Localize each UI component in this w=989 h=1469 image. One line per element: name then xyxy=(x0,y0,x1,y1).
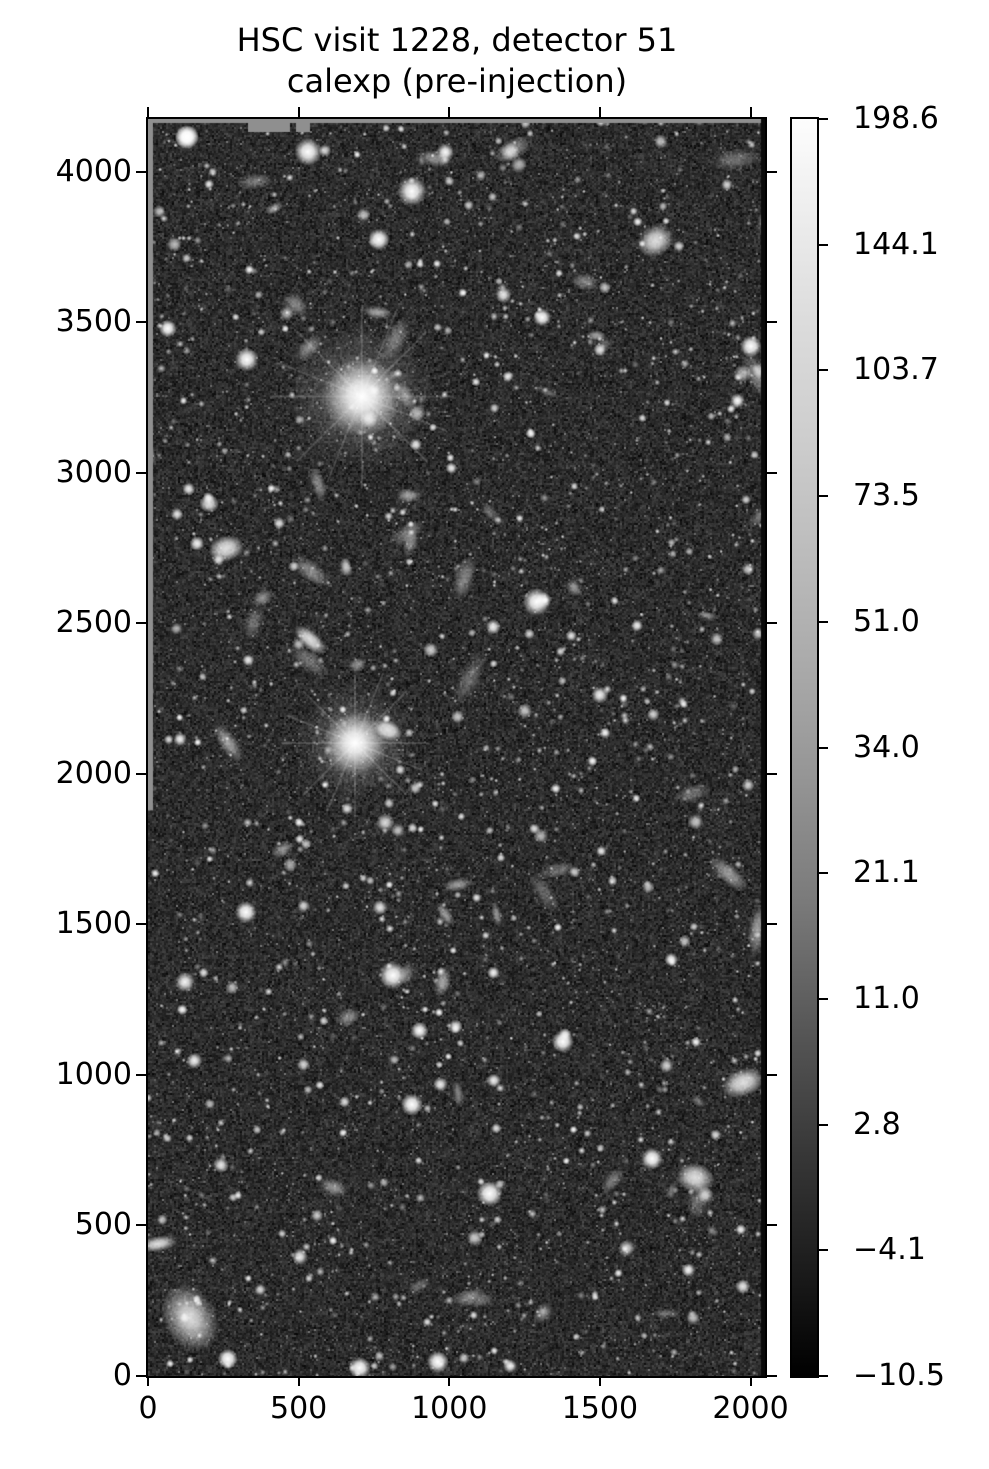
y-tick-label: 2000 xyxy=(55,755,132,791)
colorbar-tick xyxy=(819,369,828,372)
title-line-2: calexp (pre-injection) xyxy=(286,62,628,100)
colorbar-tick xyxy=(819,997,828,1000)
colorbar-tick xyxy=(819,620,828,623)
y-tick-label: 3500 xyxy=(55,304,132,340)
y-tick-left xyxy=(136,622,146,625)
y-tick-left xyxy=(136,1073,146,1076)
y-tick-right xyxy=(767,923,777,926)
y-tick-left xyxy=(136,170,146,173)
y-tick-right xyxy=(767,622,777,625)
y-tick-label: 3000 xyxy=(55,454,132,490)
x-tick-top xyxy=(297,107,300,117)
colorbar-tick xyxy=(819,1123,828,1126)
colorbar-tick xyxy=(819,243,828,246)
y-tick-right xyxy=(767,772,777,775)
x-tick-bottom xyxy=(147,1376,149,1386)
y-tick-right xyxy=(767,1224,777,1227)
colorbar-tick xyxy=(819,746,828,749)
colorbar-tick xyxy=(819,1249,828,1252)
colorbar-tick-label: 21.1 xyxy=(853,855,920,891)
colorbar-tick-label: 2.8 xyxy=(853,1106,901,1142)
x-tick-label: 1000 xyxy=(411,1391,488,1426)
colorbar-tick xyxy=(819,495,828,498)
y-tick-left xyxy=(136,923,146,926)
x-tick-label: 0 xyxy=(138,1391,158,1426)
y-tick-label: 2500 xyxy=(55,605,132,641)
colorbar-tick-label: 73.5 xyxy=(853,478,920,514)
x-tick-label: 2000 xyxy=(712,1391,789,1426)
y-tick-right xyxy=(767,1375,777,1377)
y-tick-right xyxy=(767,1073,777,1076)
y-tick-label: 1500 xyxy=(55,906,132,942)
image-axes xyxy=(146,117,767,1378)
y-tick-label: 0 xyxy=(112,1358,132,1393)
colorbar-tick-label: −10.5 xyxy=(853,1358,945,1393)
x-tick-top xyxy=(749,107,752,117)
colorbar-tick-label: −4.1 xyxy=(853,1232,926,1268)
y-tick-left xyxy=(136,1375,146,1377)
colorbar-tick-label: 11.0 xyxy=(853,980,920,1016)
x-tick-top xyxy=(147,107,149,117)
x-tick-bottom xyxy=(749,1376,752,1386)
y-tick-label: 1000 xyxy=(55,1056,132,1092)
y-tick-label: 500 xyxy=(74,1207,132,1243)
plot-title: HSC visit 1228, detector 51 calexp (pre-… xyxy=(148,20,766,102)
colorbar-tick-label: 144.1 xyxy=(853,226,939,262)
calexp-image-canvas xyxy=(148,119,765,1376)
y-tick-right xyxy=(767,471,777,474)
x-tick-top xyxy=(598,107,601,117)
colorbar xyxy=(790,117,819,1378)
x-tick-label: 500 xyxy=(269,1391,328,1426)
x-tick-bottom xyxy=(448,1376,451,1386)
colorbar-tick-label: 51.0 xyxy=(853,603,920,639)
x-tick-top xyxy=(448,107,451,117)
colorbar-tick-label: 34.0 xyxy=(853,729,920,765)
y-tick-left xyxy=(136,321,146,324)
colorbar-tick xyxy=(819,1375,828,1377)
x-tick-bottom xyxy=(598,1376,601,1386)
y-tick-left xyxy=(136,1224,146,1227)
y-tick-left xyxy=(136,471,146,474)
colorbar-tick-label: 198.6 xyxy=(853,101,939,136)
x-tick-label: 1500 xyxy=(561,1391,639,1426)
colorbar-tick-label: 103.7 xyxy=(853,352,939,388)
y-tick-left xyxy=(136,772,146,775)
colorbar-tick xyxy=(819,872,828,875)
x-tick-bottom xyxy=(297,1376,300,1386)
title-line-1: HSC visit 1228, detector 51 xyxy=(236,21,678,59)
colorbar-tick xyxy=(819,118,828,120)
y-tick-right xyxy=(767,170,777,173)
y-tick-right xyxy=(767,321,777,324)
y-tick-label: 4000 xyxy=(55,153,132,189)
